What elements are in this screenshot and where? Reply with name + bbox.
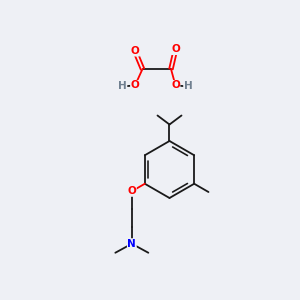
Text: O: O	[130, 80, 140, 91]
Text: O: O	[130, 46, 140, 56]
Text: H: H	[118, 81, 127, 92]
Text: H: H	[184, 81, 193, 92]
Text: O: O	[171, 80, 180, 91]
Text: O: O	[171, 44, 180, 55]
Text: O: O	[128, 186, 136, 196]
Text: N: N	[128, 239, 136, 249]
